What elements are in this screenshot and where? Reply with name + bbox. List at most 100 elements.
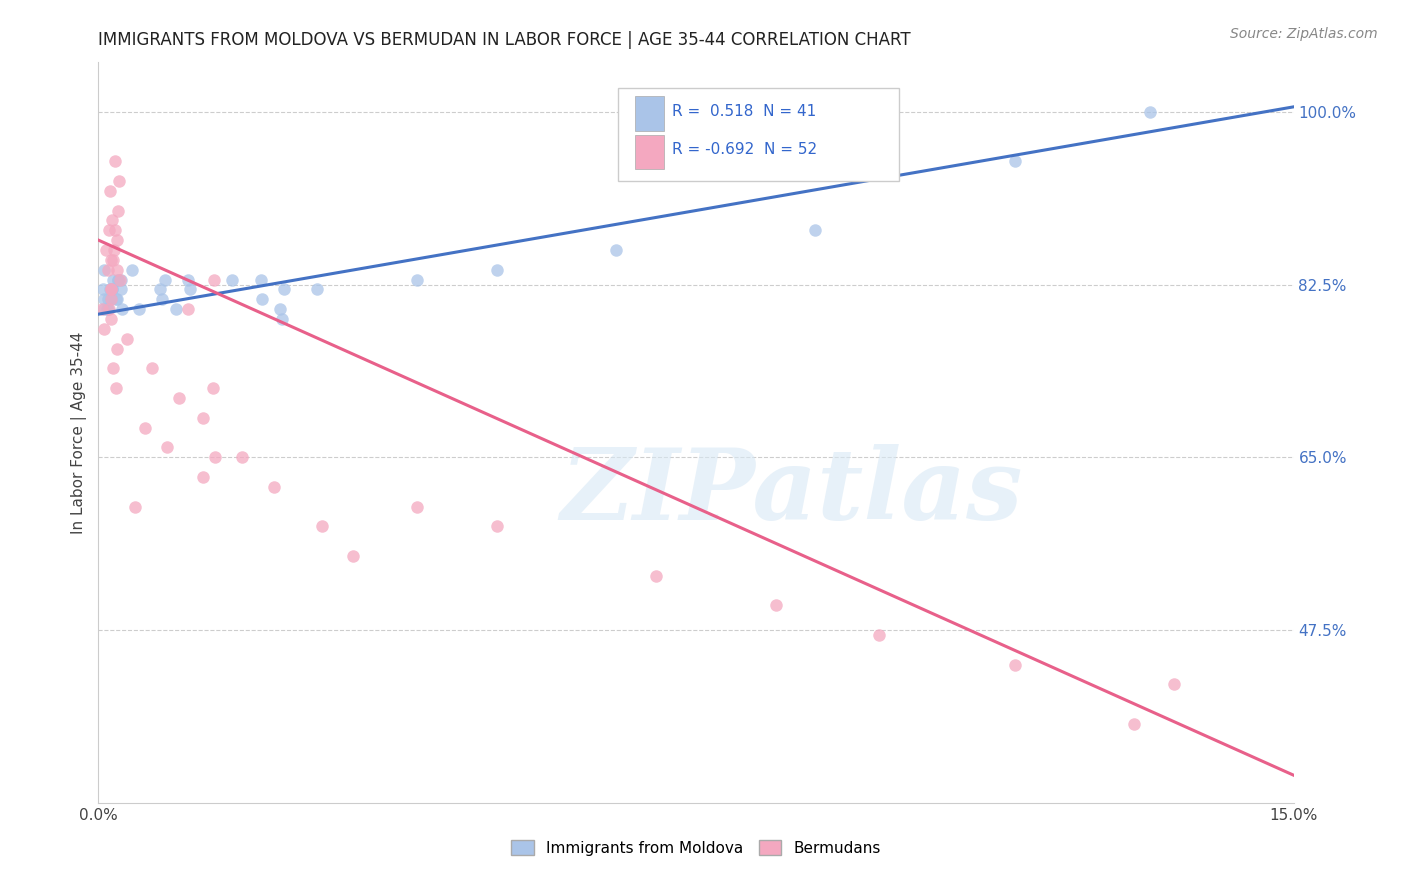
Point xyxy=(193,410,215,425)
Point xyxy=(868,628,890,642)
Point xyxy=(645,568,668,582)
FancyBboxPatch shape xyxy=(619,88,900,181)
Point xyxy=(93,302,115,317)
Point xyxy=(167,391,190,405)
Point xyxy=(150,293,173,307)
Point xyxy=(156,441,179,455)
Text: Source: ZipAtlas.com: Source: ZipAtlas.com xyxy=(1230,27,1378,41)
Point xyxy=(97,293,120,307)
Point xyxy=(176,272,198,286)
Point xyxy=(605,243,627,257)
Point xyxy=(270,312,292,326)
Point xyxy=(100,213,122,227)
Point xyxy=(273,283,295,297)
FancyBboxPatch shape xyxy=(636,135,664,169)
Point xyxy=(202,272,225,286)
Text: IMMIGRANTS FROM MOLDOVA VS BERMUDAN IN LABOR FORCE | AGE 35-44 CORRELATION CHART: IMMIGRANTS FROM MOLDOVA VS BERMUDAN IN L… xyxy=(98,31,911,49)
Point xyxy=(176,302,198,317)
Point xyxy=(110,283,132,297)
Point xyxy=(100,283,122,297)
Point xyxy=(91,283,114,297)
Point xyxy=(804,223,827,237)
Point xyxy=(100,252,122,267)
Point xyxy=(97,223,120,237)
Point xyxy=(117,332,139,346)
Point xyxy=(98,283,121,297)
Point xyxy=(105,381,128,395)
Point xyxy=(105,233,128,247)
Point xyxy=(121,262,143,277)
Point xyxy=(1123,716,1146,731)
Point xyxy=(250,272,273,286)
Point xyxy=(1004,154,1026,169)
Point xyxy=(108,174,131,188)
Point xyxy=(107,272,129,286)
Point xyxy=(107,203,129,218)
Point xyxy=(221,272,243,286)
Point xyxy=(93,293,115,307)
Point xyxy=(231,450,253,465)
Point xyxy=(111,302,134,317)
Point xyxy=(204,450,226,465)
Point xyxy=(305,283,328,297)
Point xyxy=(765,599,787,613)
Point xyxy=(100,312,122,326)
Point xyxy=(1139,104,1161,119)
Point xyxy=(101,272,124,286)
Point xyxy=(96,302,118,317)
Point xyxy=(141,361,163,376)
Point xyxy=(97,262,120,277)
Point xyxy=(134,420,156,434)
Point xyxy=(97,302,120,317)
Point xyxy=(100,283,122,297)
Point xyxy=(101,283,124,297)
Point xyxy=(105,262,128,277)
Point xyxy=(128,302,150,317)
Text: R =  0.518  N = 41: R = 0.518 N = 41 xyxy=(672,104,817,120)
Point xyxy=(93,262,115,277)
Point xyxy=(263,480,285,494)
Point xyxy=(98,302,121,317)
Point xyxy=(105,293,128,307)
Point xyxy=(105,342,128,356)
FancyBboxPatch shape xyxy=(636,96,664,131)
Point xyxy=(406,272,429,286)
Legend: Immigrants from Moldova, Bermudans: Immigrants from Moldova, Bermudans xyxy=(505,834,887,862)
Point xyxy=(101,283,124,297)
Point xyxy=(104,293,127,307)
Text: R = -0.692  N = 52: R = -0.692 N = 52 xyxy=(672,143,817,158)
Point xyxy=(107,272,129,286)
Point xyxy=(98,184,121,198)
Point xyxy=(1004,657,1026,672)
Point xyxy=(93,322,115,336)
Point xyxy=(91,302,114,317)
Point xyxy=(311,519,333,533)
Point xyxy=(252,293,274,307)
Text: ZIPatlas: ZIPatlas xyxy=(561,443,1022,540)
Point xyxy=(342,549,364,563)
Point xyxy=(100,293,122,307)
Point xyxy=(100,283,122,297)
Point xyxy=(149,283,172,297)
Point xyxy=(179,283,201,297)
Point xyxy=(124,500,146,514)
Point xyxy=(1163,677,1185,691)
Point xyxy=(191,470,214,484)
Point xyxy=(155,272,177,286)
Point xyxy=(101,361,124,376)
Point xyxy=(269,302,291,317)
Point xyxy=(165,302,187,317)
Point xyxy=(101,252,124,267)
Point xyxy=(406,500,429,514)
Point xyxy=(104,223,127,237)
Y-axis label: In Labor Force | Age 35-44: In Labor Force | Age 35-44 xyxy=(72,332,87,533)
Point xyxy=(103,243,125,257)
Point xyxy=(110,272,132,286)
Point xyxy=(104,154,127,169)
Point xyxy=(485,262,508,277)
Point xyxy=(485,519,508,533)
Point xyxy=(201,381,224,395)
Point xyxy=(110,272,132,286)
Point xyxy=(94,243,117,257)
Point xyxy=(100,293,122,307)
